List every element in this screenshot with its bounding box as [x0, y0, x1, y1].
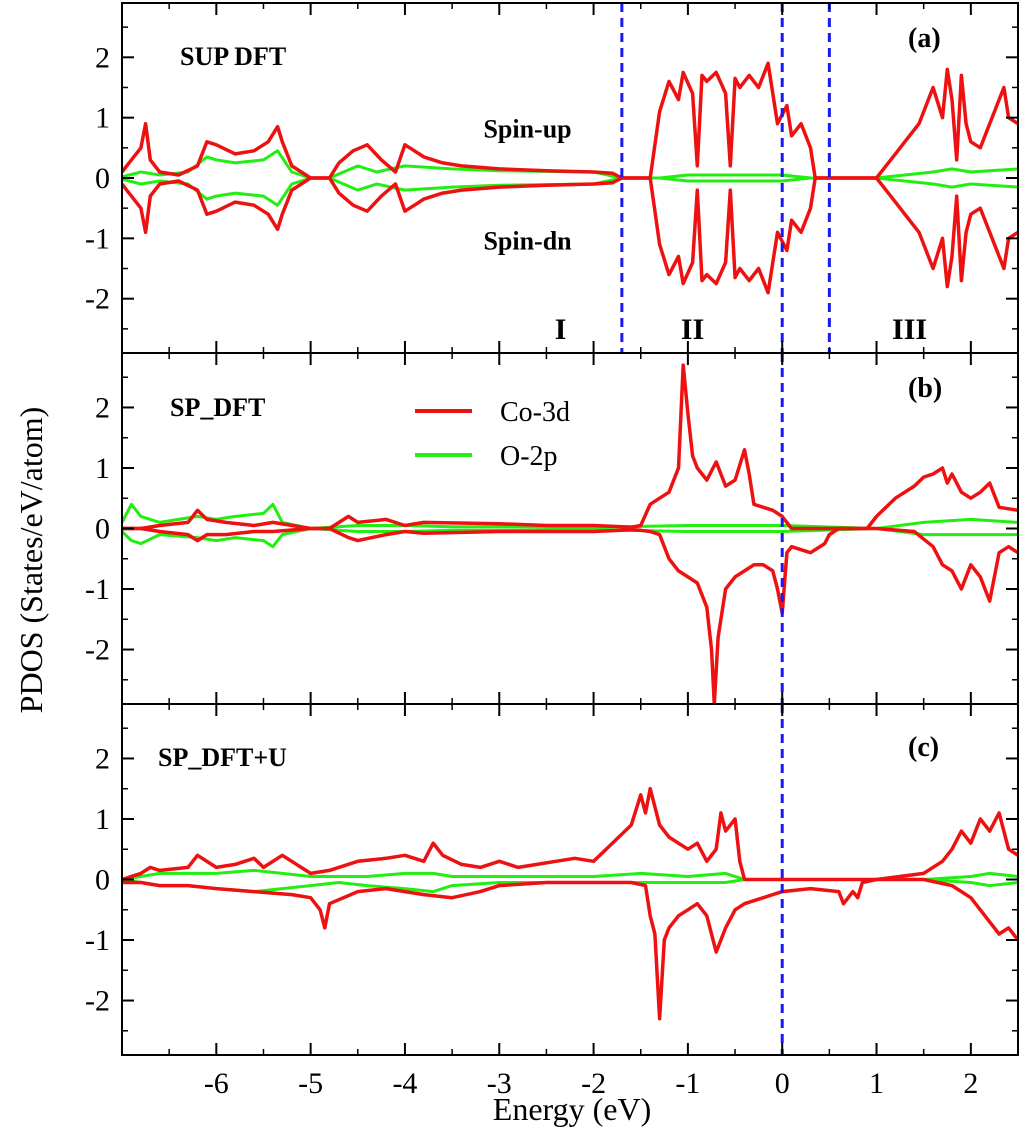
o2p-spin-up-line-a [122, 149, 1018, 180]
x-tick-label: 0 [775, 1067, 790, 1100]
panel-b: -2 -1 0 1 2 SP_DFT (b) Co-3d O-2p [85, 352, 1019, 705]
x-tick-label: 1 [869, 1067, 884, 1100]
region-label: III [892, 313, 927, 346]
legend-label: O-2p [500, 441, 558, 472]
co3d-spin-up-line-c [122, 786, 1018, 882]
y-tick-label: -1 [85, 222, 110, 255]
region-label: I [555, 313, 567, 346]
y-tick-label: 2 [95, 41, 110, 74]
y-tick-label: 2 [95, 742, 110, 775]
region-label: II [681, 313, 704, 346]
panel-title-a: SUP DFT [180, 42, 286, 71]
panel-title-c: SP_DFT+U [158, 743, 287, 772]
panel-title-b: SP_DFT [170, 393, 265, 422]
x-tick-label: -5 [298, 1067, 323, 1100]
co3d-spin-dn-line-a [122, 176, 1018, 295]
legend: Co-3d O-2p [415, 397, 570, 472]
x-tick-label: 2 [963, 1067, 978, 1100]
y-tick-label: -2 [85, 985, 110, 1018]
panel-tag-a: (a) [908, 23, 941, 54]
plot-area-c [122, 786, 1018, 1021]
spin-annotation: Spin-up [483, 115, 571, 144]
y-tick-label: -2 [85, 283, 110, 316]
o2p-spin-dn-line-a [122, 176, 1018, 207]
y-tick-label: 1 [95, 452, 110, 485]
y-tick-label: 1 [95, 803, 110, 836]
legend-label: Co-3d [500, 397, 570, 428]
y-tick-label: -2 [85, 634, 110, 667]
y-tick-label: 2 [95, 391, 110, 424]
x-tick-label: -6 [204, 1067, 229, 1100]
y-tick-label: -1 [85, 573, 110, 606]
y-tick-label: 1 [95, 102, 110, 135]
panel-tag-c: (c) [908, 732, 939, 763]
y-axis-title: PDOS (States/eV/atom) [13, 407, 49, 714]
x-tick-label: -3 [487, 1067, 512, 1100]
x-tick-label: -4 [392, 1067, 417, 1100]
co3d-spin-up-line-a [122, 61, 1018, 180]
plot-area-a [122, 61, 1018, 295]
y-tick-label: 0 [95, 162, 110, 195]
panel-c: -2 -1 0 1 2 SP_DFT+U (c) [85, 703, 1019, 1056]
x-axis-title: Energy (eV) [493, 1091, 651, 1127]
y-tick-label: 0 [95, 864, 110, 897]
spin-annotation: Spin-dn [483, 226, 572, 255]
panel-tag-b: (b) [908, 373, 942, 404]
co3d-spin-dn-line-c [122, 877, 1018, 1021]
y-tick-label: -1 [85, 924, 110, 957]
x-tick-label: -1 [675, 1067, 700, 1100]
co3d-spin-dn-line-b [122, 526, 1018, 704]
x-tick-label: -2 [581, 1067, 606, 1100]
co3d-spin-up-line-b [122, 363, 1018, 531]
y-tick-label: 0 [95, 513, 110, 546]
plot-area-b [122, 363, 1018, 704]
